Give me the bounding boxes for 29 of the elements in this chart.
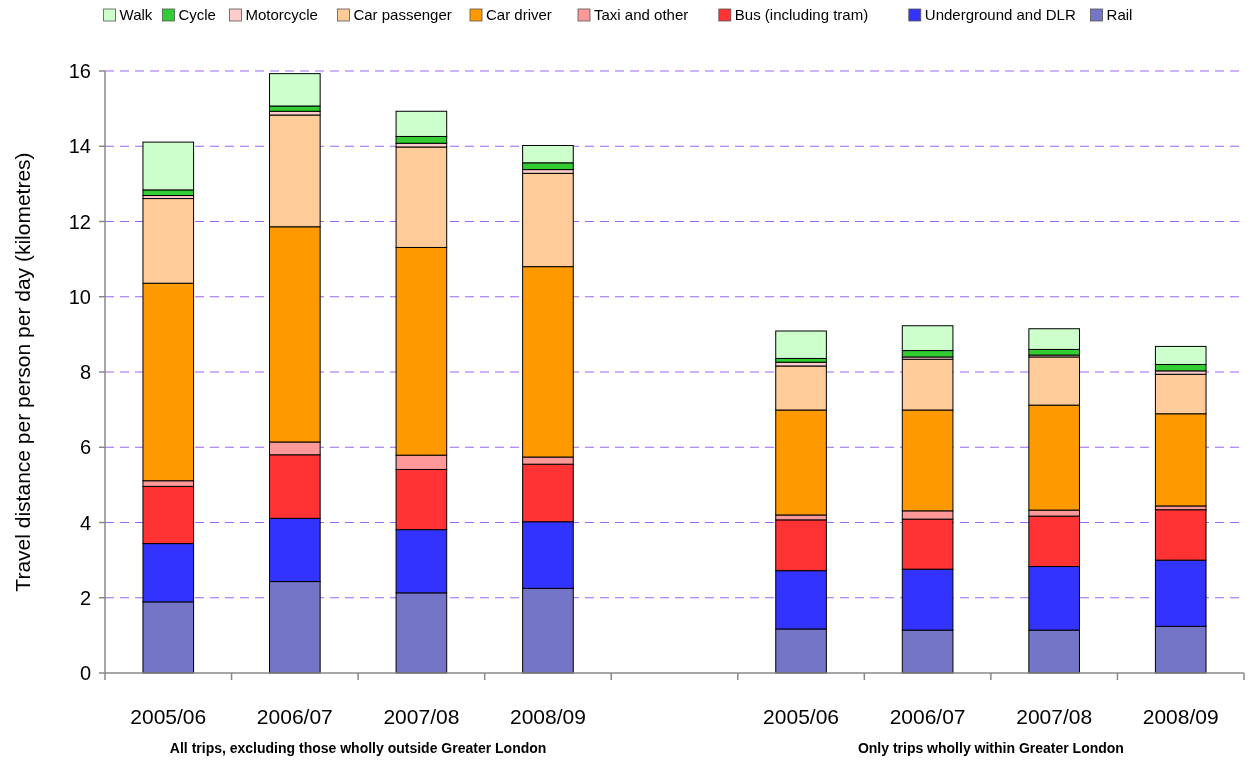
legend-label: Taxi and other	[594, 6, 689, 23]
legend-label: Cycle	[178, 6, 216, 23]
x-tick-label: 2008/09	[509, 705, 586, 728]
x-tick-label: 2007/08	[1016, 705, 1093, 728]
y-axis-title: Travel distance per person per day (kilometres)	[11, 152, 34, 592]
y-tick-label: 2	[79, 586, 91, 609]
legend-label: Bus (including tram)	[734, 6, 869, 23]
y-tick-label: 4	[79, 511, 91, 534]
y-tick-label: 14	[68, 135, 91, 158]
text: All trips, excluding those wholly outside Greater London	[169, 740, 547, 756]
text: Only trips wholly within Greater London	[857, 740, 1124, 756]
legend-label: Car driver	[486, 6, 552, 23]
legend-label: Car passenger	[353, 6, 452, 23]
x-tick-label: 2005/06	[763, 705, 840, 728]
legend-label: Walk	[119, 6, 153, 23]
legend-label: Underground and DLR	[924, 6, 1076, 23]
x-tick-label: 2008/09	[1142, 705, 1219, 728]
x-tick-label: 2005/06	[130, 705, 207, 728]
legend-label: Rail	[1106, 6, 1133, 23]
y-tick-label: 12	[68, 210, 91, 233]
x-tick-label: 2007/08	[383, 705, 460, 728]
y-tick-label: 8	[79, 361, 91, 383]
legend-label: Motorcycle	[245, 6, 318, 23]
y-tick-label: 16	[68, 60, 91, 82]
y-tick-label: 10	[68, 285, 91, 308]
x-tick-label: 2006/07	[889, 705, 966, 728]
y-tick-label: 0	[79, 662, 91, 684]
x-tick-label: 2006/07	[256, 705, 333, 728]
y-tick-label: 6	[79, 436, 91, 459]
